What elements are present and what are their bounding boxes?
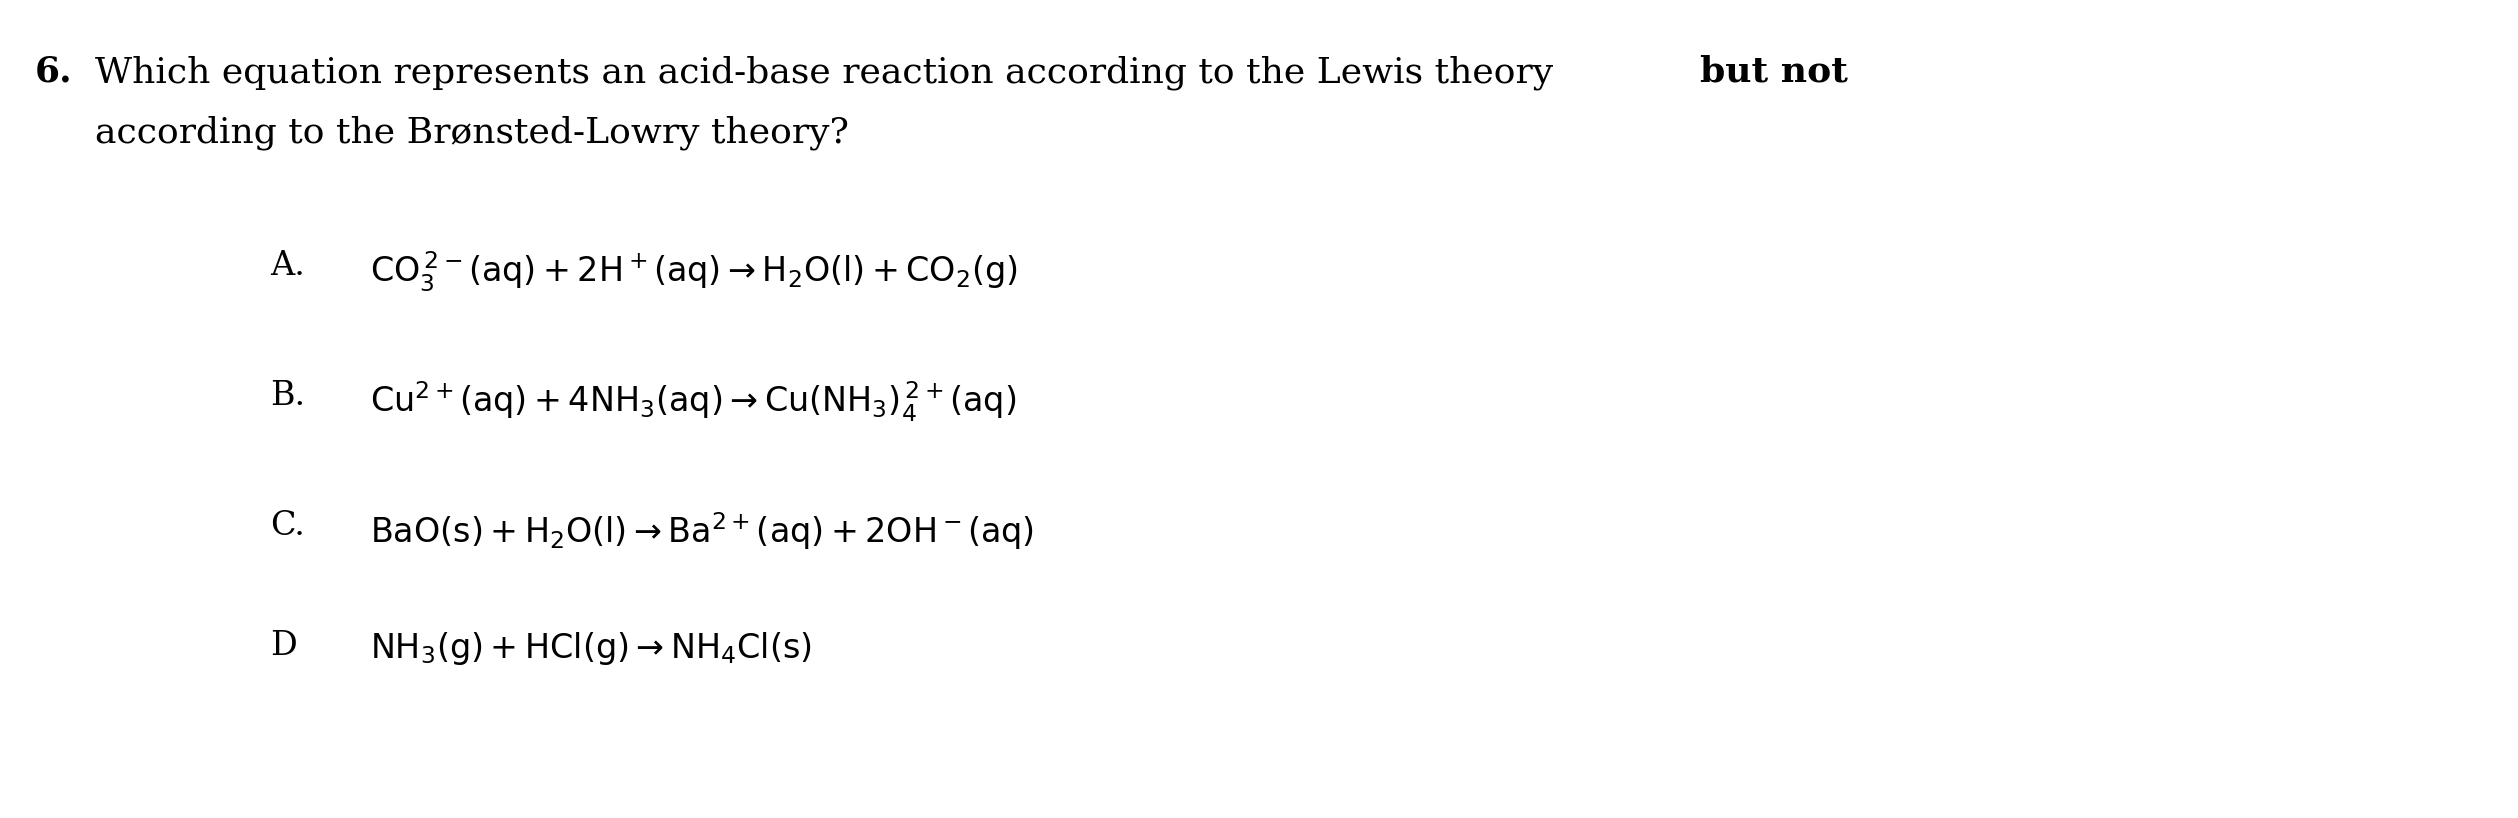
Text: $\mathrm{NH_3(g) + HCl(g) \rightarrow NH_4Cl(s)}$: $\mathrm{NH_3(g) + HCl(g) \rightarrow NH…: [370, 630, 811, 667]
Text: C.: C.: [269, 510, 305, 542]
Text: A.: A.: [269, 250, 305, 282]
Text: D: D: [269, 630, 297, 662]
Text: $\mathrm{Cu^{2+}(aq) + 4NH_3(aq) \rightarrow Cu(NH_3)_4^{\,2+}(aq)}$: $\mathrm{Cu^{2+}(aq) + 4NH_3(aq) \righta…: [370, 380, 1017, 425]
Text: B.: B.: [269, 380, 305, 412]
Text: according to the Brønsted-Lowry theory?: according to the Brønsted-Lowry theory?: [96, 115, 849, 150]
Text: but not: but not: [1700, 55, 1848, 89]
Text: $\mathrm{CO_3^{\,2-}(aq) + 2H^+(aq) \rightarrow H_2O(l) + CO_2(g)}$: $\mathrm{CO_3^{\,2-}(aq) + 2H^+(aq) \rig…: [370, 250, 1017, 294]
Text: $\mathrm{BaO(s) + H_2O(l) \rightarrow Ba^{2+}(aq) + 2OH^-(aq)}$: $\mathrm{BaO(s) + H_2O(l) \rightarrow Ba…: [370, 510, 1035, 552]
Text: Which equation represents an acid-base reaction according to the Lewis theory: Which equation represents an acid-base r…: [96, 55, 1564, 89]
Text: 6.: 6.: [35, 55, 73, 89]
